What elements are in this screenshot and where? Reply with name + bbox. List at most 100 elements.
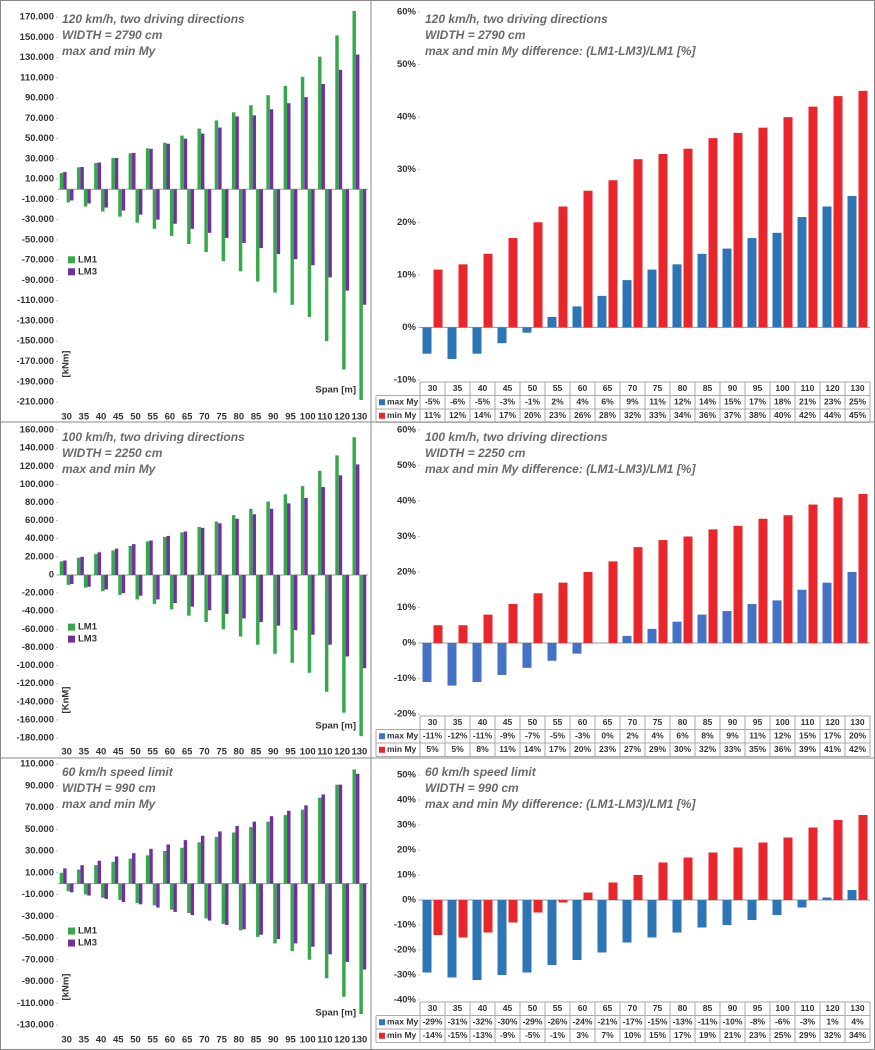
table-cell: 34% (849, 1030, 866, 1040)
table-cell: -26% (548, 1017, 568, 1027)
legend-swatch (68, 927, 75, 935)
bar (290, 189, 294, 305)
y-tick-label: -180.000 (16, 733, 54, 744)
x-tick-label: 95 (285, 747, 296, 758)
bar (259, 574, 263, 623)
y-tick-label: -20% (394, 945, 417, 956)
y-tick-label: 30.000 (25, 846, 54, 857)
bar (118, 574, 122, 595)
bar (94, 162, 98, 190)
y-tick-label: 170.000 (20, 12, 54, 23)
bar (252, 821, 257, 884)
table-cell: 12% (674, 397, 691, 407)
y-tick-label: 10.000 (25, 867, 54, 878)
bar (808, 827, 818, 900)
bar (231, 112, 236, 190)
table-cell: -11% (423, 731, 443, 741)
bar (533, 593, 543, 643)
y-tick-label: 10% (397, 602, 417, 613)
table-cell: -29% (423, 1017, 443, 1027)
bar (772, 600, 782, 643)
chart-title: max and min My (62, 797, 157, 811)
bar (583, 572, 593, 643)
bar (822, 206, 832, 328)
bar (266, 501, 270, 575)
y-tick-label: 150.000 (20, 32, 54, 43)
bar (269, 816, 274, 884)
bar (633, 547, 643, 643)
x-tick-label: 80 (234, 412, 245, 423)
table-header: 30 (428, 717, 438, 727)
bar (328, 189, 332, 278)
bar (342, 883, 346, 997)
table-cell: 42% (799, 410, 816, 420)
bar (221, 883, 226, 924)
chart-title: 60 km/h speed limit (425, 765, 537, 779)
bar (242, 574, 246, 619)
bar (180, 847, 184, 884)
bar (256, 883, 260, 937)
bar (173, 189, 177, 224)
bar (672, 900, 682, 933)
table-cell: -21% (598, 1017, 618, 1027)
table-cell: 1% (826, 1017, 839, 1027)
bar (321, 487, 325, 575)
table-header: 90 (728, 383, 738, 393)
x-tick-label: 40 (96, 412, 107, 423)
table-header: 45 (503, 1003, 513, 1013)
bar (290, 883, 294, 952)
bar (558, 582, 568, 643)
y-tick-label: -10.000 (22, 889, 54, 900)
x-tick-label: 85 (251, 1035, 262, 1046)
y-tick-label: 160.000 (20, 425, 54, 436)
bar (597, 900, 607, 953)
bar (221, 189, 226, 262)
bar (797, 900, 807, 908)
table-header: 80 (678, 717, 688, 727)
x-tick-label: 110 (317, 1035, 332, 1046)
bar (324, 574, 329, 692)
bar (87, 189, 91, 204)
bar (797, 217, 807, 328)
table-header: 120 (825, 1003, 839, 1013)
bar (152, 574, 157, 604)
x-tick-label: 55 (147, 1035, 158, 1046)
bar (483, 900, 493, 933)
bar (583, 190, 593, 328)
bar (558, 206, 568, 328)
table-header: 110 (801, 383, 815, 393)
bar (697, 253, 707, 328)
bar (758, 127, 768, 328)
table-header: 75 (653, 717, 663, 727)
x-tick-label: 90 (268, 1035, 279, 1046)
table-cell: 12% (449, 410, 466, 420)
bar (183, 138, 188, 190)
y-tick-label: 50.000 (25, 133, 54, 144)
table-cell: 7% (601, 1030, 614, 1040)
chart-title: 100 km/h, two driving directions (62, 430, 245, 444)
bar (204, 574, 208, 623)
y-tick-label: 50% (397, 59, 417, 70)
table-header: 40 (478, 717, 488, 727)
y-tick-label: 50% (397, 770, 417, 781)
table-cell: -10% (723, 1017, 743, 1027)
x-tick-label: 110 (317, 412, 332, 423)
bar (747, 900, 757, 920)
legend-swatch (68, 623, 75, 631)
table-cell: 30% (674, 744, 691, 754)
bar (63, 172, 67, 190)
bar (497, 327, 507, 344)
bar (197, 526, 201, 575)
bar (173, 883, 177, 912)
x-tick-label: 60 (165, 412, 176, 423)
bar (858, 90, 868, 328)
table-cell: -13% (673, 1017, 693, 1027)
chart-title: 100 km/h, two driving directions (425, 430, 608, 444)
table-cell: -15% (648, 1017, 668, 1027)
bar (190, 574, 195, 607)
y-tick-label: -110.000 (17, 998, 54, 1009)
bar (324, 883, 329, 979)
y-tick-label: 20% (397, 567, 417, 578)
bar (259, 189, 263, 249)
y-tick-label: -170.000 (16, 356, 54, 367)
